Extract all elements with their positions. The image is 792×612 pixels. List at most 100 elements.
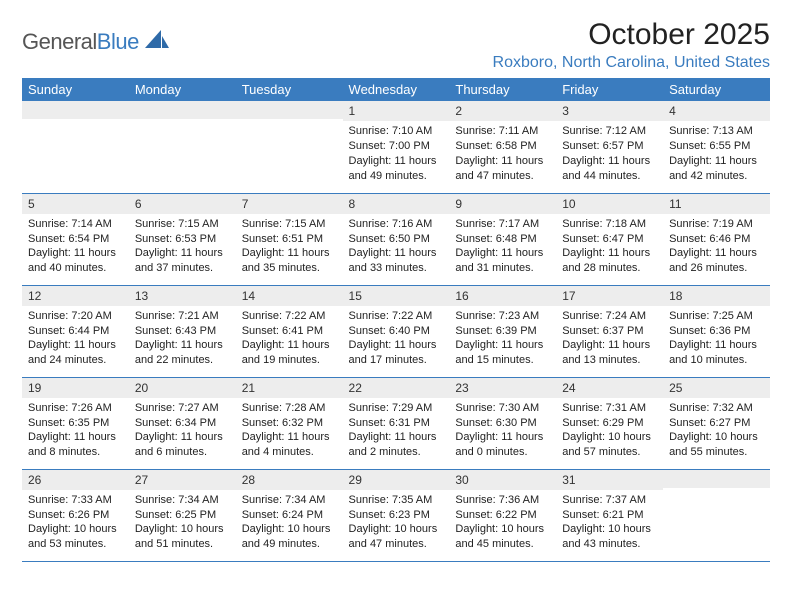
calendar-day: 26Sunrise: 7:33 AMSunset: 6:26 PMDayligh… (22, 469, 129, 561)
day-number: 14 (236, 286, 343, 306)
sunrise-text: Sunrise: 7:16 AM (349, 217, 444, 232)
day-body: Sunrise: 7:10 AMSunset: 7:00 PMDaylight:… (343, 121, 450, 187)
calendar-day: 20Sunrise: 7:27 AMSunset: 6:34 PMDayligh… (129, 377, 236, 469)
day-body (129, 119, 236, 126)
calendar-day: 4Sunrise: 7:13 AMSunset: 6:55 PMDaylight… (663, 101, 770, 193)
sunset-text: Sunset: 6:50 PM (349, 232, 444, 247)
calendar-day: 15Sunrise: 7:22 AMSunset: 6:40 PMDayligh… (343, 285, 450, 377)
daylight-text: Daylight: 11 hours and 37 minutes. (135, 246, 230, 276)
sunrise-text: Sunrise: 7:35 AM (349, 493, 444, 508)
day-number: 6 (129, 194, 236, 214)
daylight-text: Daylight: 11 hours and 47 minutes. (455, 154, 550, 184)
sunrise-text: Sunrise: 7:29 AM (349, 401, 444, 416)
sunrise-text: Sunrise: 7:20 AM (28, 309, 123, 324)
daylight-text: Daylight: 11 hours and 19 minutes. (242, 338, 337, 368)
sunset-text: Sunset: 6:37 PM (562, 324, 657, 339)
day-body: Sunrise: 7:37 AMSunset: 6:21 PMDaylight:… (556, 490, 663, 556)
calendar-day: 22Sunrise: 7:29 AMSunset: 6:31 PMDayligh… (343, 377, 450, 469)
day-number: 13 (129, 286, 236, 306)
brand-text: GeneralBlue (22, 29, 139, 55)
calendar-day: 8Sunrise: 7:16 AMSunset: 6:50 PMDaylight… (343, 193, 450, 285)
day-body: Sunrise: 7:32 AMSunset: 6:27 PMDaylight:… (663, 398, 770, 464)
sunrise-text: Sunrise: 7:27 AM (135, 401, 230, 416)
daylight-text: Daylight: 11 hours and 49 minutes. (349, 154, 444, 184)
sunrise-text: Sunrise: 7:28 AM (242, 401, 337, 416)
day-body: Sunrise: 7:31 AMSunset: 6:29 PMDaylight:… (556, 398, 663, 464)
sunset-text: Sunset: 6:24 PM (242, 508, 337, 523)
calendar-day-empty (663, 469, 770, 561)
calendar-day: 19Sunrise: 7:26 AMSunset: 6:35 PMDayligh… (22, 377, 129, 469)
day-number: 15 (343, 286, 450, 306)
sunrise-text: Sunrise: 7:26 AM (28, 401, 123, 416)
sunrise-text: Sunrise: 7:19 AM (669, 217, 764, 232)
sunset-text: Sunset: 6:22 PM (455, 508, 550, 523)
brand-sail-icon (145, 30, 171, 55)
calendar-table: SundayMondayTuesdayWednesdayThursdayFrid… (22, 78, 770, 562)
calendar-day-empty (236, 101, 343, 193)
daylight-text: Daylight: 11 hours and 35 minutes. (242, 246, 337, 276)
weekday-header: Thursday (449, 78, 556, 101)
calendar-day: 5Sunrise: 7:14 AMSunset: 6:54 PMDaylight… (22, 193, 129, 285)
day-number: 19 (22, 378, 129, 398)
day-number: 26 (22, 470, 129, 490)
daylight-text: Daylight: 11 hours and 26 minutes. (669, 246, 764, 276)
day-body: Sunrise: 7:17 AMSunset: 6:48 PMDaylight:… (449, 214, 556, 280)
calendar-day: 10Sunrise: 7:18 AMSunset: 6:47 PMDayligh… (556, 193, 663, 285)
sunrise-text: Sunrise: 7:36 AM (455, 493, 550, 508)
sunset-text: Sunset: 6:29 PM (562, 416, 657, 431)
day-body: Sunrise: 7:30 AMSunset: 6:30 PMDaylight:… (449, 398, 556, 464)
day-number: 7 (236, 194, 343, 214)
day-number: 10 (556, 194, 663, 214)
calendar-day: 14Sunrise: 7:22 AMSunset: 6:41 PMDayligh… (236, 285, 343, 377)
sunrise-text: Sunrise: 7:10 AM (349, 124, 444, 139)
sunrise-text: Sunrise: 7:12 AM (562, 124, 657, 139)
calendar-week: 19Sunrise: 7:26 AMSunset: 6:35 PMDayligh… (22, 377, 770, 469)
day-number (663, 470, 770, 488)
day-number: 22 (343, 378, 450, 398)
calendar-day: 21Sunrise: 7:28 AMSunset: 6:32 PMDayligh… (236, 377, 343, 469)
brand-part2: Blue (97, 29, 139, 54)
calendar-day: 1Sunrise: 7:10 AMSunset: 7:00 PMDaylight… (343, 101, 450, 193)
sunset-text: Sunset: 6:31 PM (349, 416, 444, 431)
calendar-day: 2Sunrise: 7:11 AMSunset: 6:58 PMDaylight… (449, 101, 556, 193)
weekday-header: Wednesday (343, 78, 450, 101)
day-body: Sunrise: 7:24 AMSunset: 6:37 PMDaylight:… (556, 306, 663, 372)
title-block: October 2025 Roxboro, North Carolina, Un… (493, 18, 770, 72)
calendar-day: 9Sunrise: 7:17 AMSunset: 6:48 PMDaylight… (449, 193, 556, 285)
day-number: 30 (449, 470, 556, 490)
day-body: Sunrise: 7:26 AMSunset: 6:35 PMDaylight:… (22, 398, 129, 464)
daylight-text: Daylight: 11 hours and 42 minutes. (669, 154, 764, 184)
day-body (22, 119, 129, 126)
sunrise-text: Sunrise: 7:15 AM (242, 217, 337, 232)
sunset-text: Sunset: 6:51 PM (242, 232, 337, 247)
sunrise-text: Sunrise: 7:37 AM (562, 493, 657, 508)
daylight-text: Daylight: 10 hours and 47 minutes. (349, 522, 444, 552)
calendar-week: 1Sunrise: 7:10 AMSunset: 7:00 PMDaylight… (22, 101, 770, 193)
day-number (129, 101, 236, 119)
day-body: Sunrise: 7:33 AMSunset: 6:26 PMDaylight:… (22, 490, 129, 556)
weekday-header: Monday (129, 78, 236, 101)
daylight-text: Daylight: 11 hours and 4 minutes. (242, 430, 337, 460)
day-number (236, 101, 343, 119)
calendar-week: 26Sunrise: 7:33 AMSunset: 6:26 PMDayligh… (22, 469, 770, 561)
sunset-text: Sunset: 7:00 PM (349, 139, 444, 154)
weekday-row: SundayMondayTuesdayWednesdayThursdayFrid… (22, 78, 770, 101)
sunrise-text: Sunrise: 7:22 AM (242, 309, 337, 324)
sunrise-text: Sunrise: 7:13 AM (669, 124, 764, 139)
day-body: Sunrise: 7:11 AMSunset: 6:58 PMDaylight:… (449, 121, 556, 187)
daylight-text: Daylight: 10 hours and 57 minutes. (562, 430, 657, 460)
sunset-text: Sunset: 6:48 PM (455, 232, 550, 247)
calendar-head: SundayMondayTuesdayWednesdayThursdayFrid… (22, 78, 770, 101)
month-title: October 2025 (493, 18, 770, 52)
calendar-week: 5Sunrise: 7:14 AMSunset: 6:54 PMDaylight… (22, 193, 770, 285)
sunrise-text: Sunrise: 7:34 AM (135, 493, 230, 508)
calendar-day-empty (129, 101, 236, 193)
calendar-day: 3Sunrise: 7:12 AMSunset: 6:57 PMDaylight… (556, 101, 663, 193)
day-number: 21 (236, 378, 343, 398)
day-number: 11 (663, 194, 770, 214)
day-body: Sunrise: 7:22 AMSunset: 6:41 PMDaylight:… (236, 306, 343, 372)
day-number: 16 (449, 286, 556, 306)
day-number: 24 (556, 378, 663, 398)
calendar-day: 17Sunrise: 7:24 AMSunset: 6:37 PMDayligh… (556, 285, 663, 377)
weekday-header: Sunday (22, 78, 129, 101)
